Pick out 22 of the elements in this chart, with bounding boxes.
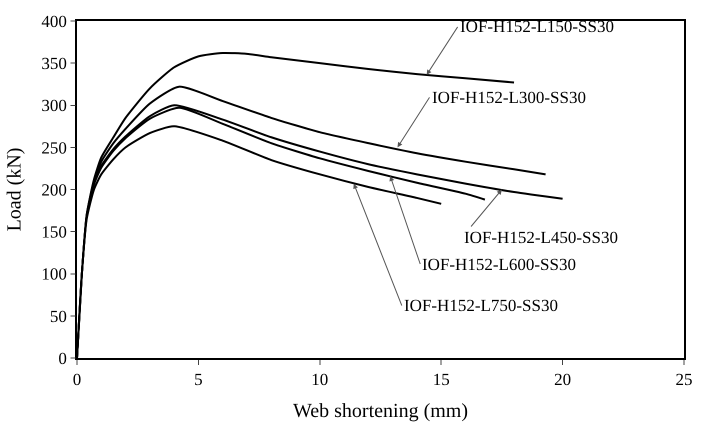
annotation: IOF-H152-L150-SS30 <box>460 17 614 36</box>
y-tick-label: 0 <box>58 348 67 368</box>
annotation: IOF-H152-L300-SS30 <box>432 88 586 107</box>
x-tick-label: 0 <box>72 370 82 390</box>
annotation: IOF-H152-L750-SS30 <box>404 296 558 315</box>
y-tick-label: 350 <box>41 54 67 74</box>
y-tick-label: 50 <box>50 306 67 326</box>
x-tick-label: 20 <box>554 370 572 390</box>
y-axis-title: Load (kN) <box>3 148 26 232</box>
annotation: IOF-H152-L600-SS30 <box>422 255 576 274</box>
y-tick-label: 100 <box>41 264 67 284</box>
y-tick-label: 300 <box>41 96 67 116</box>
annotation: IOF-H152-L450-SS30 <box>464 228 618 247</box>
x-tick-label: 5 <box>194 370 203 390</box>
x-tick-label: 15 <box>432 370 450 390</box>
y-tick-label: 250 <box>41 138 67 158</box>
x-tick-label: 10 <box>311 370 328 390</box>
y-tick-label: 400 <box>41 12 67 31</box>
y-tick-label: 200 <box>41 180 67 200</box>
y-tick-label: 150 <box>41 222 67 242</box>
x-axis-title: Web shortening (mm) <box>292 400 468 422</box>
x-tick-label: 25 <box>676 370 692 390</box>
